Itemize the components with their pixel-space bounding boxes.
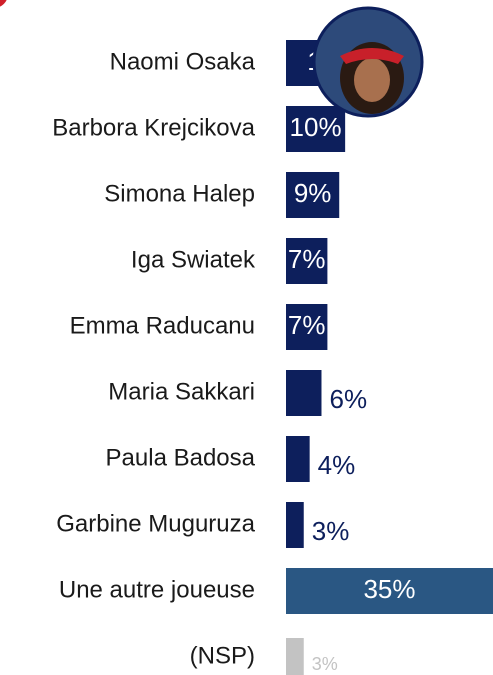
portrait bbox=[314, 8, 422, 116]
category-label: Naomi Osaka bbox=[110, 48, 256, 75]
category-label: Maria Sakkari bbox=[108, 378, 255, 405]
category-label: Emma Raducanu bbox=[70, 312, 255, 339]
chart: Naomi Osaka16%Barbora Krejcikova10%Simon… bbox=[0, 0, 493, 675]
value-label: 6% bbox=[329, 384, 367, 414]
bar bbox=[286, 638, 304, 675]
category-label: Paula Badosa bbox=[106, 444, 256, 471]
value-label: 9% bbox=[294, 178, 332, 208]
category-label: Simona Halep bbox=[104, 180, 255, 207]
value-label: 35% bbox=[363, 574, 415, 604]
category-label: Iga Swiatek bbox=[131, 246, 256, 273]
corner-decoration bbox=[0, 0, 8, 8]
bar bbox=[286, 436, 310, 482]
bar bbox=[286, 502, 304, 548]
value-label: 7% bbox=[288, 310, 326, 340]
portrait-face bbox=[354, 58, 390, 102]
value-label: 7% bbox=[288, 244, 326, 274]
category-label: Une autre joueuse bbox=[59, 576, 255, 603]
value-label: 3% bbox=[312, 654, 338, 674]
bar bbox=[286, 370, 321, 416]
category-label: Barbora Krejcikova bbox=[52, 114, 255, 141]
value-label: 10% bbox=[290, 112, 342, 142]
value-label: 3% bbox=[312, 516, 350, 546]
value-label: 4% bbox=[318, 450, 356, 480]
category-label: (NSP) bbox=[190, 642, 255, 669]
category-label: Garbine Muguruza bbox=[56, 510, 255, 537]
